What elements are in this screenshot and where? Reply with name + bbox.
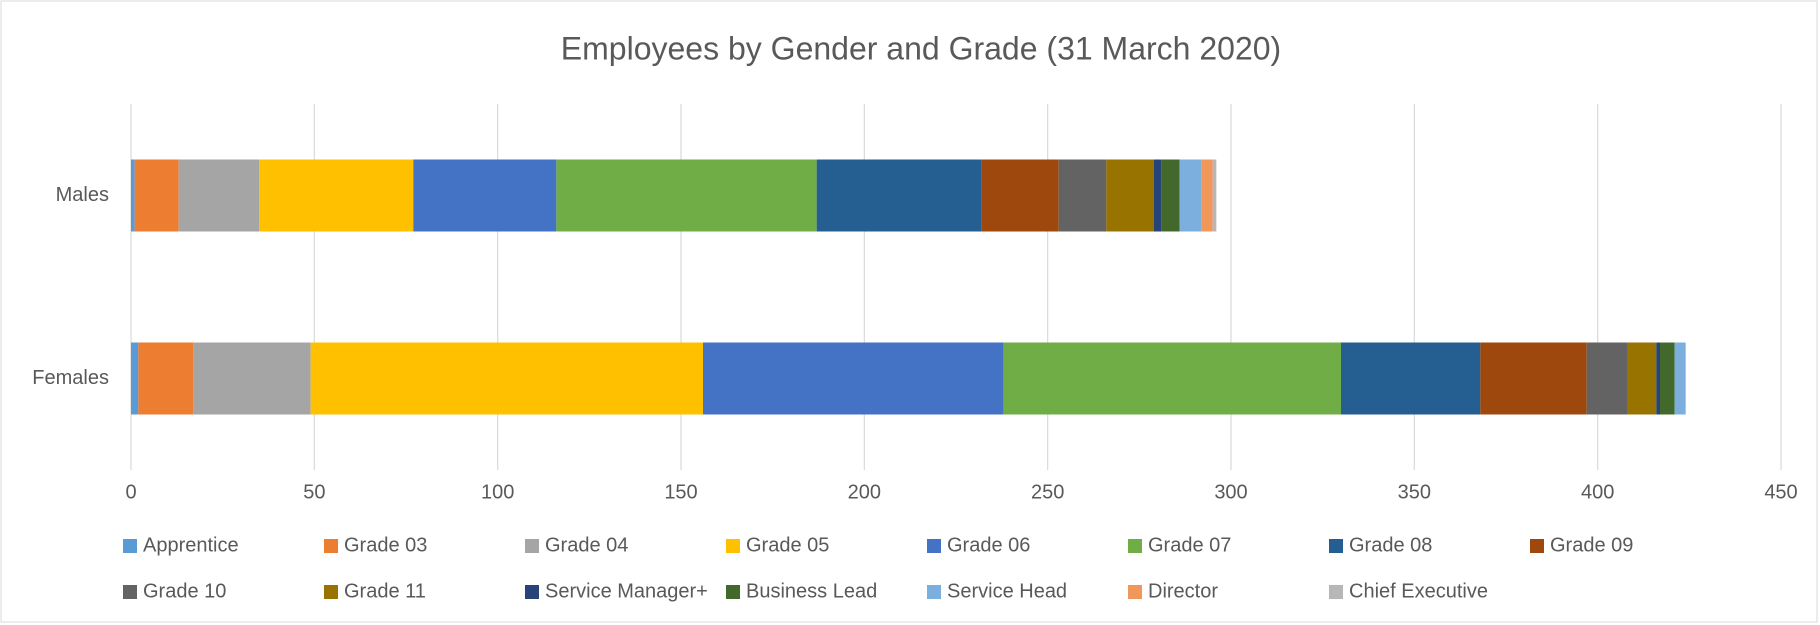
bar-segment: [1586, 342, 1627, 415]
legend-label: Grade 11: [344, 580, 426, 602]
legend-label: Grade 09: [1550, 534, 1633, 556]
legend-swatch: [726, 585, 740, 599]
legend-label: Service Head: [947, 580, 1067, 602]
legend-swatch: [927, 585, 941, 599]
x-tick-label: 350: [1398, 481, 1431, 503]
x-tick-label: 50: [303, 481, 325, 503]
legend-label: Grade 10: [143, 580, 226, 602]
x-tick-label: 0: [125, 481, 136, 503]
legend-swatch: [123, 585, 137, 599]
legend-label: Grade 05: [746, 534, 829, 556]
x-tick-label: 150: [664, 481, 697, 503]
bar-segment: [703, 342, 1004, 415]
bar-segment: [1058, 159, 1107, 232]
bar-segment: [131, 342, 139, 415]
bar-segment: [131, 159, 135, 232]
legend-label: Business Lead: [746, 580, 877, 602]
y-tick-label: Males: [56, 184, 109, 206]
legend-swatch: [525, 585, 539, 599]
legend-label: Service Manager+: [545, 580, 708, 602]
bar-segment: [178, 159, 260, 232]
legend-swatch: [123, 539, 137, 553]
legend-label: Apprentice: [143, 534, 239, 556]
bar-segment: [556, 159, 817, 232]
x-tick-label: 100: [481, 481, 514, 503]
chart-title: Employees by Gender and Grade (31 March …: [561, 30, 1281, 66]
legend-swatch: [1128, 585, 1142, 599]
x-tick-label: 400: [1581, 481, 1614, 503]
bar-segment: [1106, 159, 1154, 232]
bar-segment: [1161, 159, 1180, 232]
bar-segment: [816, 159, 982, 232]
legend-swatch: [324, 585, 338, 599]
bar-segment: [1154, 159, 1162, 232]
x-tick-label: 300: [1214, 481, 1247, 503]
legend-swatch: [1530, 539, 1544, 553]
bar-segment: [259, 159, 414, 232]
bar-segment: [1627, 342, 1657, 415]
x-tick-label: 200: [848, 481, 881, 503]
bar-segment: [134, 159, 179, 232]
bar-segment: [1656, 342, 1660, 415]
bar-segment: [413, 159, 557, 232]
bar-segment: [1201, 159, 1213, 232]
legend-swatch: [726, 539, 740, 553]
legend-swatch: [324, 539, 338, 553]
legend-swatch: [927, 539, 941, 553]
x-tick-label: 450: [1764, 481, 1797, 503]
y-tick-label: Females: [32, 367, 109, 389]
legend-label: Director: [1148, 580, 1218, 602]
bar-segment: [310, 342, 703, 415]
legend-label: Grade 08: [1349, 534, 1432, 556]
bar-segment: [1674, 342, 1686, 415]
legend-swatch: [525, 539, 539, 553]
bar-segment: [193, 342, 311, 415]
legend-label: Grade 07: [1148, 534, 1231, 556]
legend-label: Grade 03: [344, 534, 427, 556]
legend-swatch: [1128, 539, 1142, 553]
bar-segment: [1179, 159, 1202, 232]
legend-label: Chief Executive: [1349, 580, 1488, 602]
bar-segment: [1480, 342, 1587, 415]
bar-segment: [138, 342, 194, 415]
legend-swatch: [1329, 539, 1343, 553]
legend-label: Grade 04: [545, 534, 628, 556]
bar-segment: [981, 159, 1059, 232]
x-tick-label: 250: [1031, 481, 1064, 503]
bar-segment: [1003, 342, 1341, 415]
bar-segment: [1660, 342, 1675, 415]
bar-segment: [1341, 342, 1481, 415]
bar-segment: [1212, 159, 1217, 232]
legend-label: Grade 06: [947, 534, 1030, 556]
legend-swatch: [1329, 585, 1343, 599]
